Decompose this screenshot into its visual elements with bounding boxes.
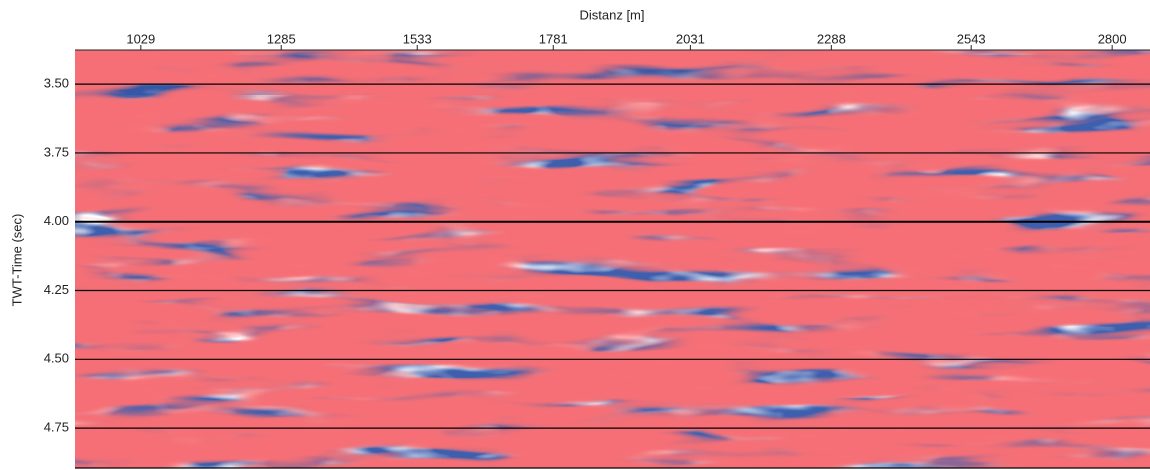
x-tick-label: 1285 [267, 31, 296, 46]
x-tick-label: 2031 [676, 31, 705, 46]
y-tick-label: 4.50 [44, 351, 69, 366]
y-tick-label: 4.25 [44, 282, 69, 297]
x-tick-label: 2543 [957, 31, 986, 46]
seismic-image [75, 50, 1150, 468]
x-tick-label: 1029 [126, 31, 155, 46]
x-tick-label: 1533 [403, 31, 432, 46]
x-tick-label: 1781 [539, 31, 568, 46]
y-axis-label: TWT-Time (sec) [9, 214, 24, 307]
x-tick-label: 2800 [1098, 31, 1127, 46]
y-tick-label: 3.50 [44, 76, 69, 91]
y-tick-label: 4.00 [44, 213, 69, 228]
x-tick-label: 2288 [817, 31, 846, 46]
y-tick-label: 4.75 [44, 420, 69, 435]
y-tick-label: 3.75 [44, 144, 69, 159]
x-axis-label: Distanz [m] [579, 7, 644, 22]
